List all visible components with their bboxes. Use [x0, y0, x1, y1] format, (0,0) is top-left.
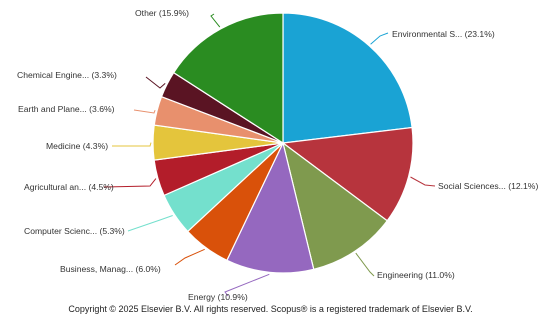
- leader-line: [112, 142, 152, 147]
- leader-line: [127, 215, 173, 232]
- slice-label: Chemical Engine... (3.3%): [17, 70, 117, 80]
- slice-label: Computer Scienc... (5.3%): [24, 226, 125, 236]
- leader-line: [103, 178, 157, 188]
- pie-slice[interactable]: [172, 12, 284, 145]
- slice-labels: Environmental S... (23.1%) Social Science…: [17, 8, 538, 302]
- slice-label: Agricultural an... (4.5%): [24, 182, 114, 192]
- pie-slice[interactable]: [282, 141, 389, 271]
- slice-label: Other (15.9%): [135, 8, 189, 18]
- copyright-notice: Copyright © 2025 Elsevier B.V. All right…: [68, 304, 473, 314]
- leader-line: [370, 32, 389, 45]
- leader-line: [210, 13, 221, 28]
- slice-label: Engineering (11.0%): [377, 270, 455, 280]
- leader-line: [174, 248, 205, 266]
- leader-lines: [103, 13, 436, 297]
- slice-label: Energy (10.9%): [188, 292, 248, 302]
- leader-line: [355, 252, 375, 277]
- pie-slices: [152, 12, 414, 274]
- leader-line: [410, 176, 436, 187]
- leader-line: [224, 273, 270, 297]
- slice-label: Medicine (4.3%): [46, 141, 108, 151]
- leader-line: [145, 76, 166, 89]
- slice-label: Earth and Plane... (3.6%): [18, 104, 115, 114]
- slice-label: Business, Manag... (6.0%): [60, 264, 161, 274]
- pie-slice[interactable]: [281, 126, 414, 222]
- pie-slice[interactable]: [282, 12, 413, 144]
- leader-line: [133, 109, 156, 114]
- slice-label: Environmental S... (23.1%): [392, 29, 495, 39]
- pie-slice[interactable]: [226, 141, 315, 274]
- slice-label: Social Sciences... (12.1%): [438, 181, 538, 191]
